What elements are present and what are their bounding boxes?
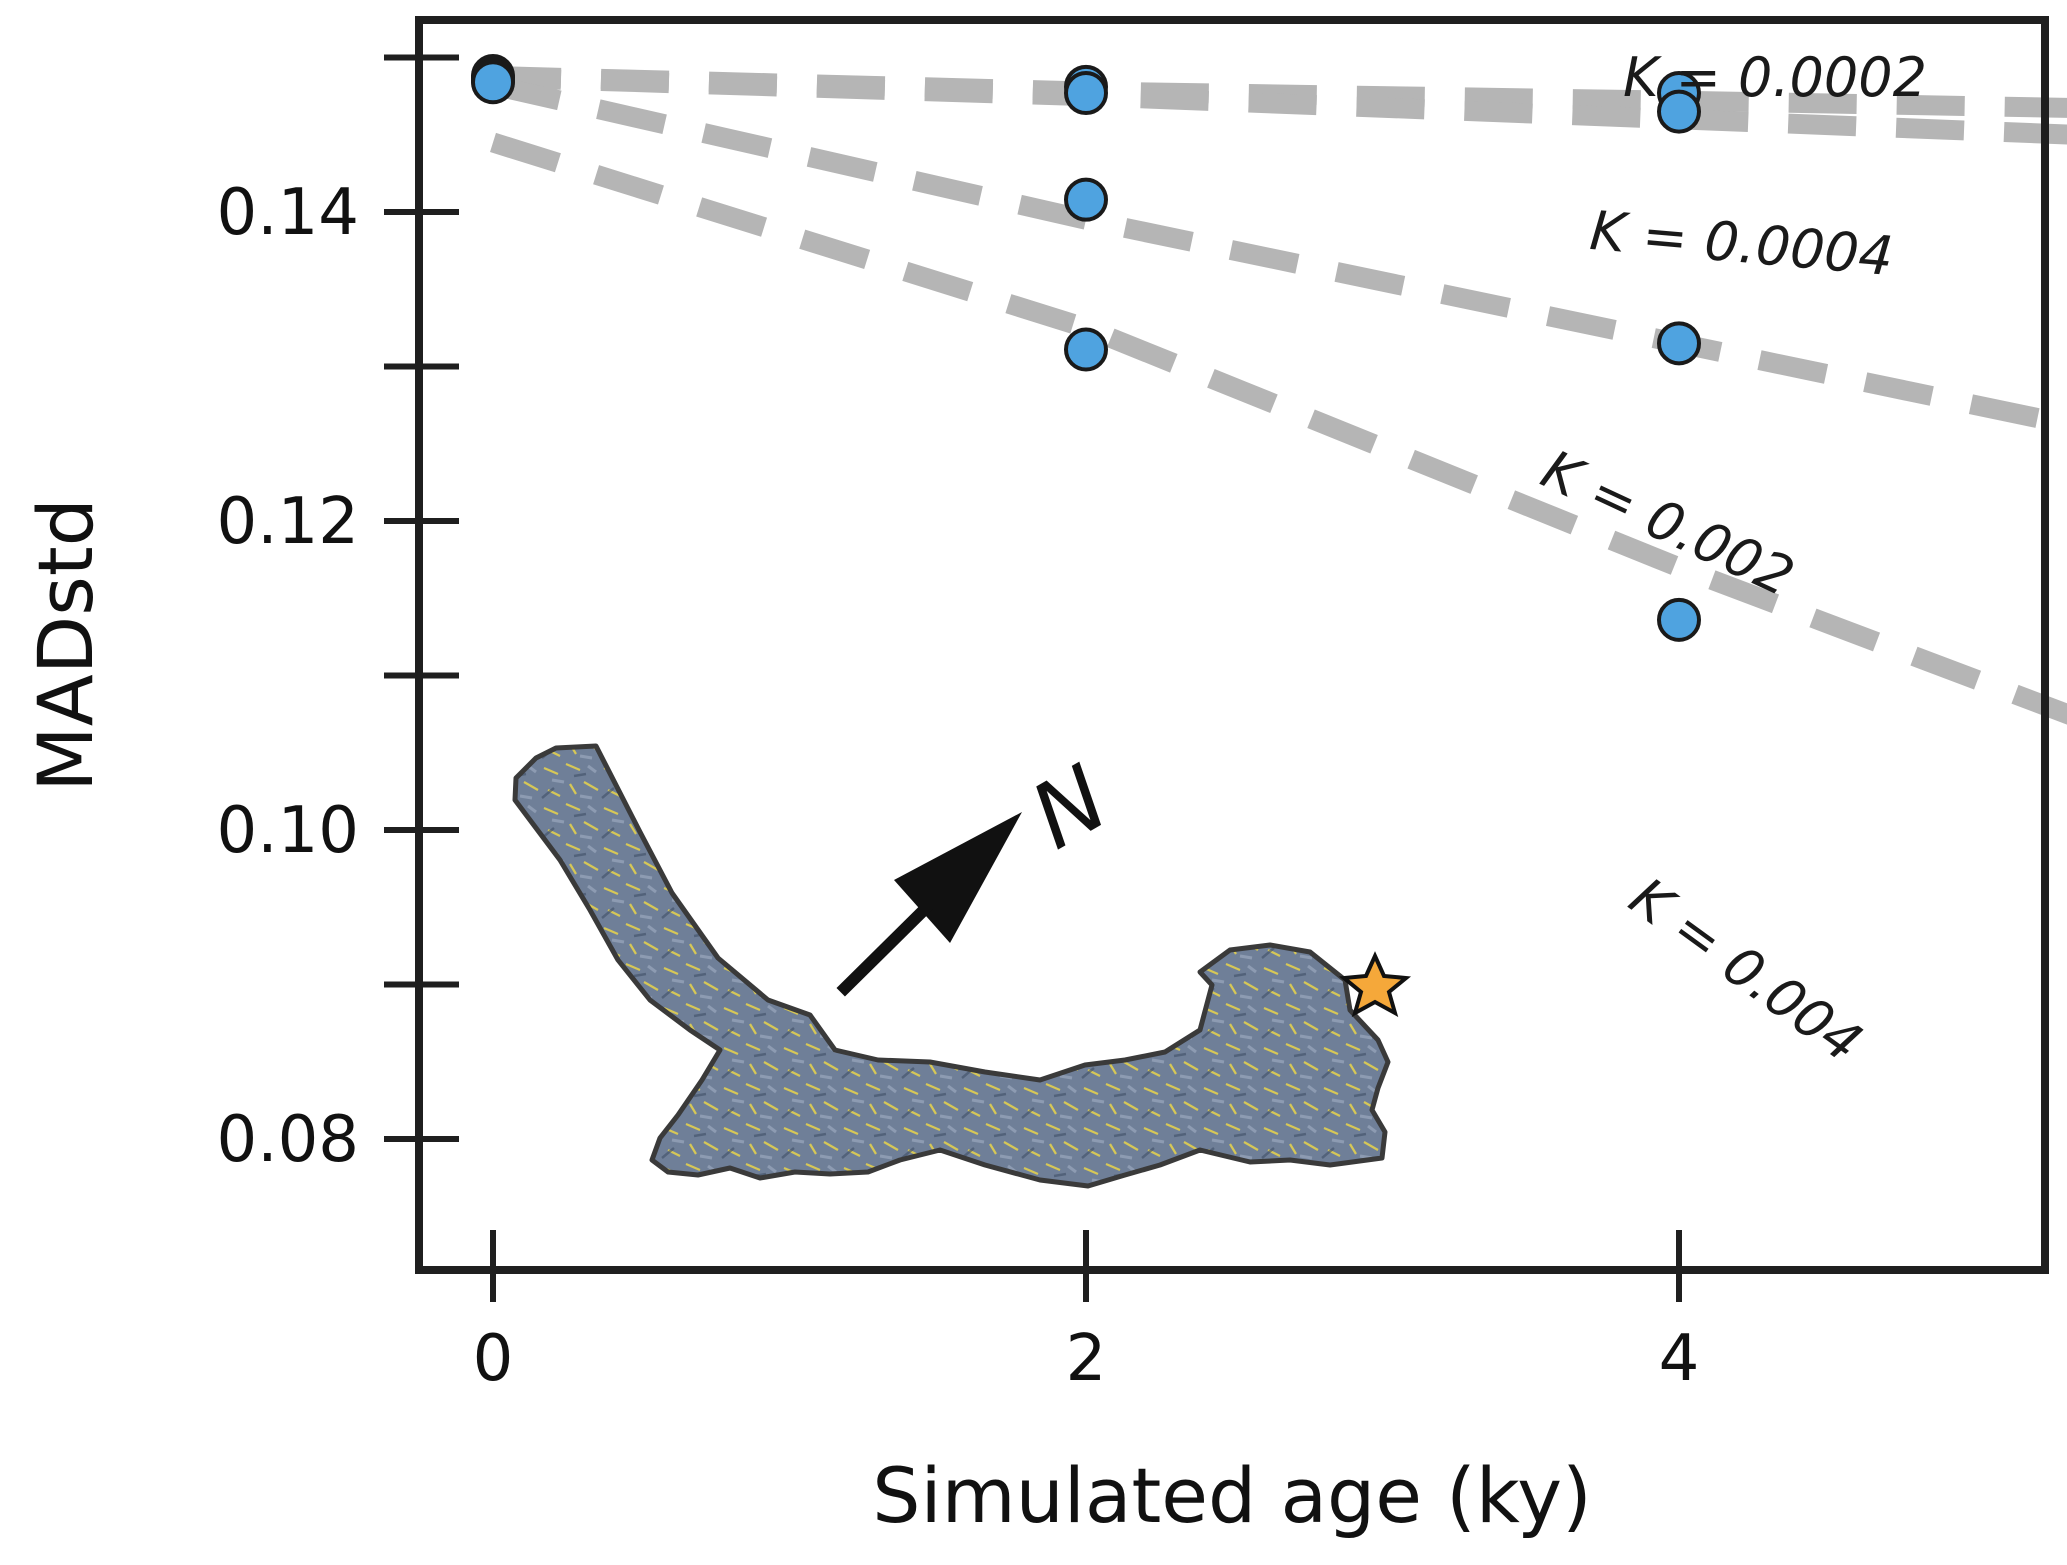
- inset-map: N: [512, 743, 1412, 1189]
- fit-line-2: [490, 75, 2067, 435]
- y-tick-label: 0.12: [217, 485, 360, 559]
- data-point: [471, 60, 515, 105]
- y-axis-title: MADstd: [21, 498, 110, 792]
- fit-line-3: [490, 132, 2067, 725]
- y-tick-label: 0.14: [217, 176, 360, 250]
- fit-line-1: [492, 67, 2067, 145]
- north-label: N: [1014, 745, 1125, 870]
- data-point: [1657, 597, 1701, 642]
- y-tick-label: 0.10: [217, 794, 360, 868]
- series-label: K = 0.0002: [1623, 46, 1927, 109]
- y-tick-label: 0.08: [217, 1103, 360, 1177]
- series-label: K = 0.004: [1618, 865, 1873, 1074]
- y-axis-ticks: 0.08 0.10 0.12 0.14: [217, 54, 459, 1177]
- x-axis-title: Simulated age (ky): [872, 1451, 1592, 1540]
- data-point: [1657, 89, 1701, 134]
- data-point: [1064, 71, 1108, 116]
- series-label: K = 0.0004: [1587, 199, 1895, 288]
- terrain-map-shape: [512, 743, 1391, 1189]
- x-tick-label: 4: [1659, 1322, 1700, 1396]
- location-star-icon: [1338, 951, 1412, 1018]
- data-point: [1657, 321, 1701, 366]
- fit-lines: [490, 66, 2067, 725]
- plot-frame: [415, 16, 2049, 1274]
- x-axis-ticks: 0246810: [473, 1230, 1700, 1396]
- data-points: [471, 54, 1701, 642]
- x-tick-label: 0: [473, 1322, 514, 1396]
- data-point: [1064, 177, 1108, 222]
- north-arrow-shaft: [836, 897, 937, 997]
- data-point: [1064, 327, 1108, 372]
- x-tick-label: 2: [1066, 1322, 1107, 1396]
